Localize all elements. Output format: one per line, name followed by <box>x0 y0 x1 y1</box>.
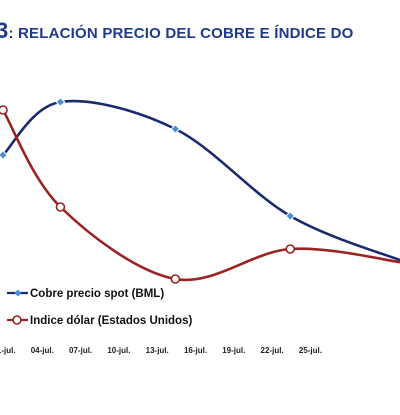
x-tick-label: 16-jul. <box>184 346 207 355</box>
series-1-point-3 <box>285 244 296 254</box>
chart-title: 3: RELACIÓN PRECIO DEL COBRE E ÍNDICE DO <box>0 18 354 44</box>
x-tick-label: 04-jul. <box>31 346 54 355</box>
series-1-point-2 <box>170 274 181 284</box>
series-0-point-1 <box>55 97 66 107</box>
series-line-0 <box>2 99 400 262</box>
series-lines <box>1 99 400 282</box>
series-0-point-2 <box>170 124 181 134</box>
legend-swatch-marker-1 <box>12 315 22 325</box>
x-tick-label: 22-jul. <box>261 346 284 355</box>
chart-title-number: 3 <box>0 18 9 43</box>
legend: Cobre precio spot (BML) Indice dólar (Est… <box>7 288 192 327</box>
x-tick-label: 07-jul. <box>69 346 92 355</box>
chart-title-colon: : <box>8 25 19 42</box>
series-markers <box>0 97 296 284</box>
x-tick-label: 10-jul. <box>107 346 130 355</box>
legend-label-0: Cobre precio spot (BML) <box>30 288 164 300</box>
x-tick-label: 25-jul. <box>299 346 322 355</box>
series-1-point-1 <box>55 202 66 212</box>
x-axis-ticks: 01-jul. 04-jul. 07-jul. 10-jul. 13-jul. 16-ju… <box>0 346 322 355</box>
legend-label-1: Indice dólar (Estados Unidos) <box>30 315 192 327</box>
x-tick-label: 13-jul. <box>146 346 169 355</box>
chart-title-text: RELACIÓN PRECIO DEL COBRE E ÍNDICE DO <box>18 25 354 42</box>
series-line-1 <box>1 109 400 282</box>
series-0-point-3 <box>285 211 296 221</box>
x-tick-label: 19-jul. <box>222 346 245 355</box>
legend-swatch-marker-0 <box>14 289 22 297</box>
series-0-point-0 <box>0 150 8 160</box>
series-1-point-0 <box>0 105 8 115</box>
x-tick-label: 01-jul. <box>0 346 16 355</box>
